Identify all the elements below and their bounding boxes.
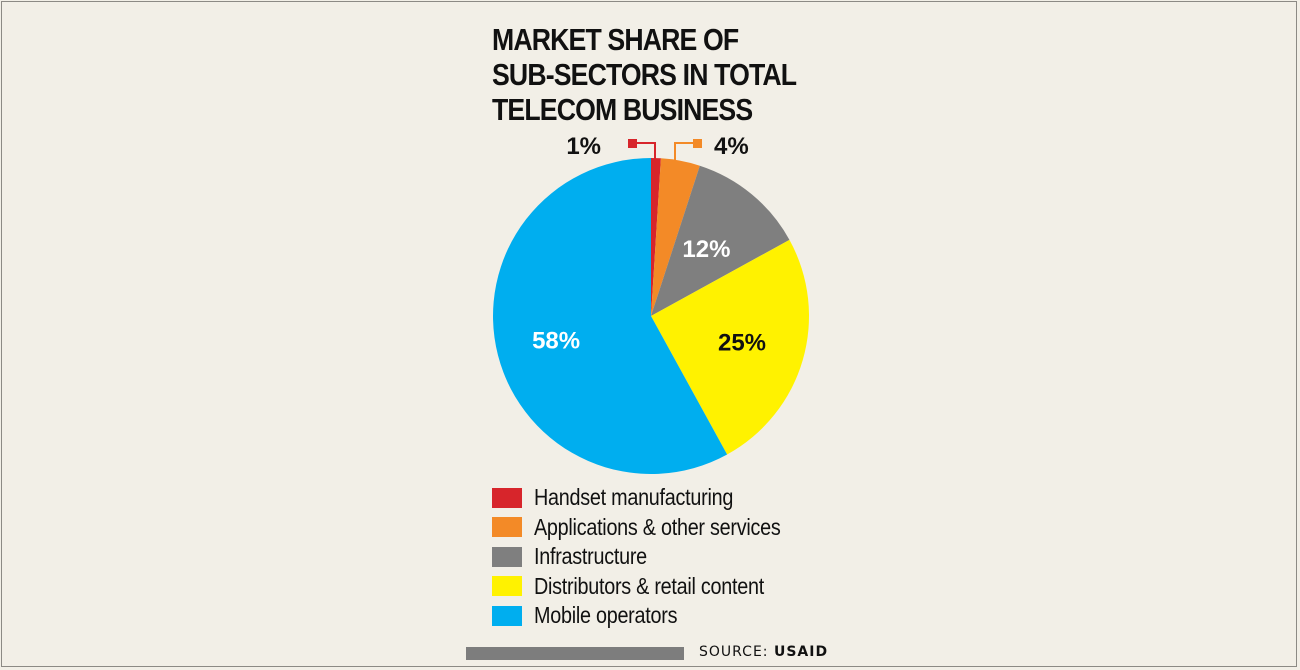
legend-swatch-infrastructure <box>492 546 522 567</box>
legend-item-applications: Applications & other services <box>492 513 821 543</box>
data-label-handset: 1% <box>566 133 601 160</box>
callout-line-handset <box>636 142 656 160</box>
pie-slice-distributors <box>651 239 810 455</box>
legend-item-infrastructure: Infrastructure <box>492 542 821 572</box>
legend-swatch-mobile <box>492 605 522 626</box>
legend-swatch-distributors <box>492 576 522 597</box>
source-credit: SOURCE: USAID <box>699 644 828 660</box>
source-prefix: SOURCE: <box>699 644 769 660</box>
pie-slice-handset <box>651 158 661 316</box>
callout-marker-handset <box>628 139 637 148</box>
legend-item-distributors: Distributors & retail content <box>492 572 821 602</box>
data-label-distributors: 25% <box>718 329 766 356</box>
legend-swatch-applications <box>492 517 522 538</box>
data-label-infrastructure: 12% <box>682 236 730 263</box>
source-bar <box>466 647 684 660</box>
legend-swatch-handset <box>492 487 522 508</box>
legend-item-handset: Handset manufacturing <box>492 483 821 513</box>
pie-slice-infrastructure <box>651 165 790 316</box>
source-name: USAID <box>773 644 829 660</box>
callout-line-applications <box>674 142 693 160</box>
title-line-2: SUB-SECTORS IN TOTAL <box>492 57 797 92</box>
legend-label-handset: Handset manufacturing <box>534 484 734 511</box>
chart-title: MARKET SHARE OF SUB-SECTORS IN TOTAL TEL… <box>492 22 797 127</box>
data-label-mobile: 58% <box>532 327 580 354</box>
legend-label-infrastructure: Infrastructure <box>534 543 647 570</box>
title-line-1: MARKET SHARE OF <box>492 22 739 57</box>
title-line-3: TELECOM BUSINESS <box>492 92 753 127</box>
legend: Handset manufacturing Applications & oth… <box>492 483 821 631</box>
legend-label-distributors: Distributors & retail content <box>534 572 764 599</box>
legend-item-mobile: Mobile operators <box>492 601 821 631</box>
callout-marker-applications <box>693 139 702 148</box>
legend-label-applications: Applications & other services <box>534 513 781 540</box>
legend-label-mobile: Mobile operators <box>534 602 678 629</box>
pie-slice-applications <box>651 158 700 316</box>
pie-slice-mobile <box>493 158 728 474</box>
data-label-applications: 4% <box>714 133 749 160</box>
